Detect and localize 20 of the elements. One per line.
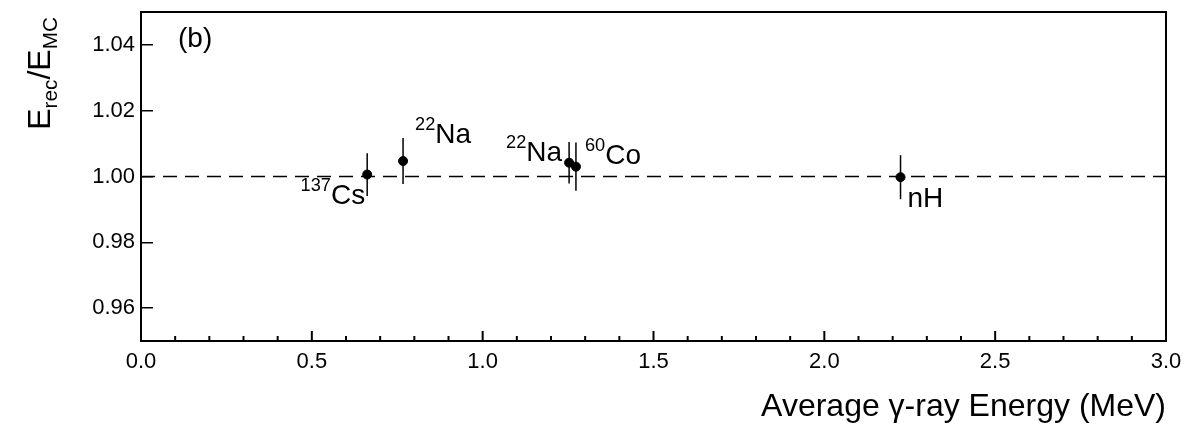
x-tick-label: 3.0 (1150, 348, 1182, 374)
x-tick-label: 1.5 (638, 348, 669, 374)
point (362, 169, 373, 180)
annotation: nH (907, 182, 944, 214)
x-tick-label: 0.0 (125, 348, 157, 374)
y-tick-label: 1.00 (92, 162, 135, 188)
y-tick-label: 1.02 (92, 96, 135, 122)
point (895, 172, 906, 183)
y-tick-label: 1.04 (92, 30, 135, 56)
y-axis-title: Erec/EMC (21, 17, 62, 130)
y-tick-label: 0.98 (92, 228, 135, 254)
x-axis-title: Average γ-ray Energy (MeV) (761, 387, 1166, 423)
x-tick-label: 1.0 (467, 348, 498, 374)
point (570, 161, 581, 172)
y-tick-label: 0.96 (92, 294, 135, 320)
x-tick-label: 2.5 (979, 348, 1011, 374)
annotation: (b) (178, 22, 213, 53)
x-tick-label: 0.5 (296, 348, 328, 374)
point (398, 156, 409, 167)
x-tick-label: 2.0 (809, 348, 840, 374)
